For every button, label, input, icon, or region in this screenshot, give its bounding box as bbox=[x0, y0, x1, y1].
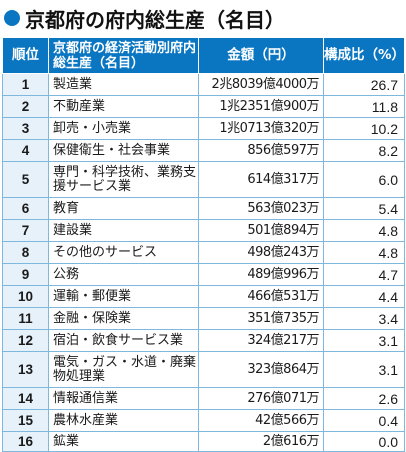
name-cell: 卸売・小売業 bbox=[48, 117, 199, 140]
page-title-text: 京都府の府内総生産（名目） bbox=[25, 7, 285, 32]
title-bullet-icon bbox=[4, 10, 20, 26]
rank-cell: 12 bbox=[2, 329, 49, 352]
ratio-cell: 0.4 bbox=[323, 409, 405, 432]
amount-cell: 489億996万 bbox=[198, 263, 324, 286]
ratio-cell: 4.4 bbox=[323, 285, 405, 308]
table-row: 13 電気・ガス・水道・廃棄物処理業 323億864万 3.1 bbox=[2, 351, 405, 388]
rank-cell: 16 bbox=[2, 431, 49, 452]
rank-cell: 4 bbox=[2, 139, 49, 162]
rank-cell: 7 bbox=[2, 219, 49, 242]
amount-cell: 856億597万 bbox=[198, 139, 324, 162]
table-row: 1 製造業 2兆8039億4000万 26.7 bbox=[2, 73, 405, 96]
name-cell: 情報通信業 bbox=[48, 387, 199, 410]
amount-cell: 276億071万 bbox=[198, 387, 324, 410]
header-rank: 順位 bbox=[2, 37, 49, 74]
header-amount: 金額（円） bbox=[198, 37, 324, 74]
amount-cell: 42億566万 bbox=[198, 409, 324, 432]
table-row: 12 宿泊・飲食サービス業 324億217万 3.1 bbox=[2, 329, 405, 352]
rank-cell: 2 bbox=[2, 95, 49, 118]
table-row: 11 金融・保険業 351億735万 3.4 bbox=[2, 307, 405, 330]
rank-cell: 11 bbox=[2, 307, 49, 330]
amount-cell: 466億531万 bbox=[198, 285, 324, 308]
table-row: 7 建設業 501億894万 4.8 bbox=[2, 219, 405, 242]
amount-cell: 498億243万 bbox=[198, 241, 324, 264]
table-row: 9 公務 489億996万 4.7 bbox=[2, 263, 405, 286]
table-row: 16 鉱業 2億616万 0.0 bbox=[2, 431, 405, 452]
table-row: 5 専門・科学技術、業務支援サービス業 614億317万 6.0 bbox=[2, 161, 405, 198]
ratio-cell: 8.2 bbox=[323, 139, 405, 162]
amount-cell: 1兆2351億900万 bbox=[198, 95, 324, 118]
name-cell: 宿泊・飲食サービス業 bbox=[48, 329, 199, 352]
ratio-cell: 3.4 bbox=[323, 307, 405, 330]
amount-cell: 2億616万 bbox=[198, 431, 324, 452]
ratio-cell: 6.0 bbox=[323, 161, 405, 198]
name-cell: 保健衛生・社会事業 bbox=[48, 139, 199, 162]
rank-cell: 3 bbox=[2, 117, 49, 140]
name-cell: 公務 bbox=[48, 263, 199, 286]
name-cell: 専門・科学技術、業務支援サービス業 bbox=[48, 161, 199, 198]
amount-cell: 1兆0713億320万 bbox=[198, 117, 324, 140]
name-cell: 建設業 bbox=[48, 219, 199, 242]
rank-cell: 15 bbox=[2, 409, 49, 432]
table-row: 2 不動産業 1兆2351億900万 11.8 bbox=[2, 95, 405, 118]
table-row: 15 農林水産業 42億566万 0.4 bbox=[2, 409, 405, 432]
ratio-cell: 10.2 bbox=[323, 117, 405, 140]
amount-cell: 323億864万 bbox=[198, 351, 324, 388]
table-row: 10 運輸・郵便業 466億531万 4.4 bbox=[2, 285, 405, 308]
amount-cell: 2兆8039億4000万 bbox=[198, 73, 324, 96]
ratio-cell: 3.1 bbox=[323, 351, 405, 388]
table-row: 8 その他のサービス 498億243万 4.8 bbox=[2, 241, 405, 264]
header-ratio: 構成比（%） bbox=[323, 37, 405, 74]
ratio-cell: 4.8 bbox=[323, 241, 405, 264]
ratio-cell: 3.1 bbox=[323, 329, 405, 352]
rank-cell: 10 bbox=[2, 285, 49, 308]
table-row: 3 卸売・小売業 1兆0713億320万 10.2 bbox=[2, 117, 405, 140]
ratio-cell: 26.7 bbox=[323, 73, 405, 96]
amount-cell: 563億023万 bbox=[198, 197, 324, 220]
name-cell: 運輸・郵便業 bbox=[48, 285, 199, 308]
name-cell: 金融・保険業 bbox=[48, 307, 199, 330]
rank-cell: 8 bbox=[2, 241, 49, 264]
table-row: 6 教育 563億023万 5.4 bbox=[2, 197, 405, 220]
ratio-cell: 5.4 bbox=[323, 197, 405, 220]
name-cell: 教育 bbox=[48, 197, 199, 220]
name-cell: その他のサービス bbox=[48, 241, 199, 264]
ratio-cell: 11.8 bbox=[323, 95, 405, 118]
ratio-cell: 4.8 bbox=[323, 219, 405, 242]
name-cell: 不動産業 bbox=[48, 95, 199, 118]
amount-cell: 614億317万 bbox=[198, 161, 324, 198]
table-row: 14 情報通信業 276億071万 2.6 bbox=[2, 387, 405, 410]
ratio-cell: 0.0 bbox=[323, 431, 405, 452]
amount-cell: 324億217万 bbox=[198, 329, 324, 352]
name-cell: 鉱業 bbox=[48, 431, 199, 452]
header-name: 京都府の経済活動別府内総生産（名目） bbox=[48, 37, 199, 74]
rank-cell: 5 bbox=[2, 161, 49, 198]
rank-cell: 14 bbox=[2, 387, 49, 410]
ratio-cell: 4.7 bbox=[323, 263, 405, 286]
gdp-table: 順位 京都府の経済活動別府内総生産（名目） 金額（円） 構成比（%） 1 製造業 2… bbox=[2, 37, 405, 452]
name-cell: 電気・ガス・水道・廃棄物処理業 bbox=[48, 351, 199, 388]
ratio-cell: 2.6 bbox=[323, 387, 405, 410]
table-row: 4 保健衛生・社会事業 856億597万 8.2 bbox=[2, 139, 405, 162]
table-header-row: 順位 京都府の経済活動別府内総生産（名目） 金額（円） 構成比（%） bbox=[2, 37, 405, 74]
name-cell: 農林水産業 bbox=[48, 409, 199, 432]
rank-cell: 13 bbox=[2, 351, 49, 388]
rank-cell: 1 bbox=[2, 73, 49, 96]
name-cell: 製造業 bbox=[48, 73, 199, 96]
amount-cell: 501億894万 bbox=[198, 219, 324, 242]
rank-cell: 9 bbox=[2, 263, 49, 286]
amount-cell: 351億735万 bbox=[198, 307, 324, 330]
page-title: 京都府の府内総生産（名目） bbox=[4, 3, 285, 33]
rank-cell: 6 bbox=[2, 197, 49, 220]
